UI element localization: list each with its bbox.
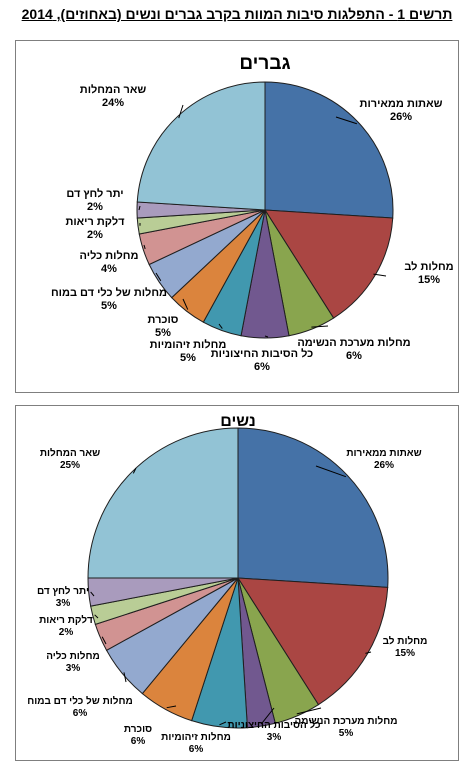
women-data-label-name: מחלות מערכת הנשימה [294,715,397,727]
men-leader-line [138,205,141,211]
men-data-label-name: דלקת ריאות [65,215,125,228]
women-leader-line [94,614,99,619]
women-data-label-value: 6% [73,708,88,719]
men-pie-slices [136,81,394,339]
women-data-label-name: סוכרת [124,724,152,735]
women-pie-slice-2 [237,577,389,706]
women-leader-line [166,705,177,709]
men-data-label-value: 5% [155,327,171,339]
women-leader-line [123,672,127,683]
women-data-label-value: 6% [189,744,204,755]
men-data-label-name: כל הסיבות החיצוניות [211,347,314,360]
women-data-label-value: 5% [339,728,354,739]
women-data-label-value: 2% [59,627,74,638]
men-data-label-value: 2% [87,201,103,213]
men-data-label-name: שאר המחלות [80,83,147,96]
women-leader-line [365,651,372,654]
men-leader-line [311,325,329,328]
men-data-label-name: יתר לחץ דם [66,187,123,200]
men-data-label-value: 2% [87,229,103,241]
men-pie-slice-1 [264,81,394,219]
men-leader-line [182,298,189,310]
men-data-label-name: מחלות זיהומיות [150,338,227,351]
women-data-label-value: 26% [374,460,394,471]
women-leader-line [315,465,347,478]
men-data-label-name: מחלות של כלי דם במוח [51,286,167,299]
women-leader-line [101,636,107,645]
women-data-label-value: 3% [66,663,81,674]
women-leader-line [219,721,227,726]
chart-men: גברים שאתות ממאירות 26% מחלות לב 15% מחלות מע… [15,40,459,393]
men-data-label-value: 15% [418,274,440,286]
women-data-label-name: שאר המחלות [40,447,100,459]
women-data-label-name: מחלות של כלי דם במוח [27,695,133,707]
men-data-label-value: 6% [254,361,270,373]
women-data-label-name: מחלות לב [383,635,428,647]
men-data-label-value: 26% [390,111,412,123]
women-pie-slice-11 [87,427,239,579]
men-data-label-name: מחלות כליה [80,249,139,262]
women-data-label-value: 3% [267,732,282,743]
women-leader-line [296,707,322,715]
men-chart-title: גברים [239,53,290,74]
women-pie-slices [87,427,389,729]
men-pie-slice-11 [136,81,266,211]
women-data-label-name: כל הסיבות החיצוניות [227,719,320,731]
women-data-label-value: 25% [60,460,80,471]
men-data-label-value: 5% [180,352,196,364]
women-data-label-value: 15% [395,648,415,659]
chart-women: נשים שאתות ממאירות 26% מחלות לב 15% מחלות מער… [15,405,459,761]
women-pie-slice-1 [237,427,389,588]
men-data-label-value: 6% [346,350,362,362]
women-data-label-name: יתר לחץ דם [37,585,89,597]
men-data-label-value: 24% [102,97,124,109]
men-data-label-name: סוכרת [148,314,179,326]
men-pie-slice-2 [264,209,394,319]
men-leader-line [264,335,269,338]
women-data-label-value: 3% [56,598,71,609]
men-data-label-name: מחלות מערכת הנשימה [297,336,410,349]
women-data-label-value: 6% [131,736,146,747]
men-leader-line [218,323,223,329]
men-leader-line [143,244,146,250]
women-data-label-name: מחלות כליה [46,650,100,662]
women-leader-line [132,467,137,474]
women-data-label-name: מחלות זיהומיות [161,731,231,743]
men-leader-line [373,273,387,277]
women-leader-line [260,707,275,725]
men-leader-line [155,272,162,282]
men-data-label-value: 5% [101,300,117,312]
women-data-label-name: דלקת ריאות [39,614,93,626]
women-data-label-name: שאתות ממאירות [346,448,421,459]
men-data-label-name: מחלות לב [404,260,453,273]
women-leader-line [90,591,95,597]
men-data-label-name: שאתות ממאירות [360,98,443,110]
figure-title: תרשים 1 - התפלגות סיבות המוות בקרב גברים… [21,6,453,22]
men-leader-line [335,116,358,125]
women-chart-title: נשים [220,413,256,430]
men-data-label-value: 4% [101,263,117,275]
men-leader-line [178,104,184,119]
